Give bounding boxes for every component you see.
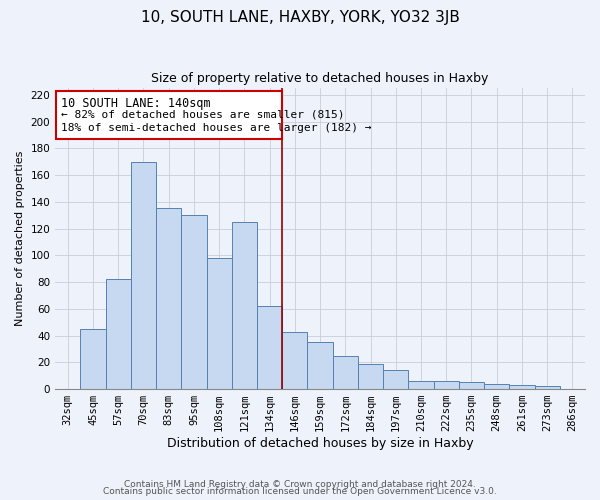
Bar (106, 280, 131, 389)
Text: 18% of semi-detached houses are larger (182) →: 18% of semi-detached houses are larger (… (61, 123, 372, 133)
Text: ← 82% of detached houses are smaller (815): ← 82% of detached houses are smaller (81… (61, 110, 345, 120)
Bar (434, 381, 459, 389)
Bar (206, 258, 232, 389)
Bar (232, 222, 257, 389)
Text: Contains public sector information licensed under the Open Government Licence v3: Contains public sector information licen… (103, 488, 497, 496)
Bar (509, 385, 535, 389)
Bar (257, 306, 282, 389)
Y-axis label: Number of detached properties: Number of detached properties (15, 151, 25, 326)
Bar (409, 381, 434, 389)
Title: Size of property relative to detached houses in Haxby: Size of property relative to detached ho… (151, 72, 489, 86)
Text: 10, SOUTH LANE, HAXBY, YORK, YO32 3JB: 10, SOUTH LANE, HAXBY, YORK, YO32 3JB (140, 10, 460, 25)
Bar (459, 382, 484, 389)
Bar (181, 215, 206, 389)
Bar (383, 370, 409, 389)
Text: 10 SOUTH LANE: 140sqm: 10 SOUTH LANE: 140sqm (61, 98, 211, 110)
Bar (156, 208, 181, 389)
Bar (131, 162, 156, 389)
Bar (484, 384, 509, 389)
Bar (307, 342, 332, 389)
Bar (332, 356, 358, 389)
X-axis label: Distribution of detached houses by size in Haxby: Distribution of detached houses by size … (167, 437, 473, 450)
Text: Contains HM Land Registry data © Crown copyright and database right 2024.: Contains HM Land Registry data © Crown c… (124, 480, 476, 489)
Bar (535, 386, 560, 389)
Bar (56, 90, 282, 139)
Bar (358, 364, 383, 389)
Bar (282, 332, 307, 389)
Bar (80, 329, 106, 389)
